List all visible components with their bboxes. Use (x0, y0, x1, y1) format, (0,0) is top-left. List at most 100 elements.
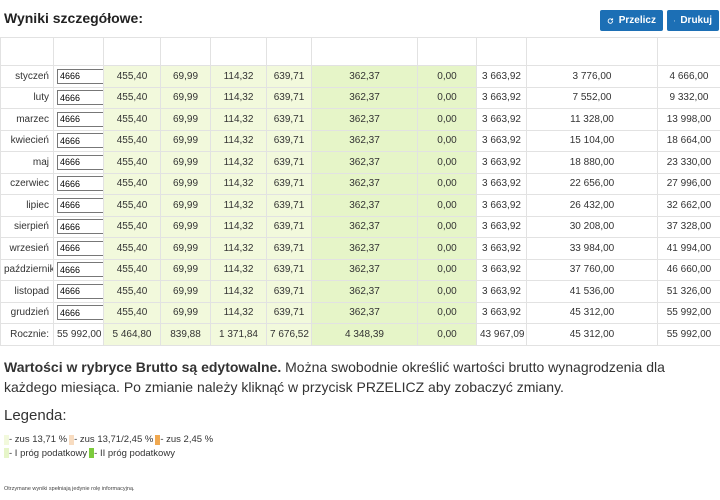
header-row (0, 37, 720, 66)
month-label: marzec (0, 108, 54, 131)
brutto-input[interactable] (57, 90, 103, 106)
cell: 11 328,00 (526, 108, 658, 131)
month-label: maj (0, 151, 54, 174)
total-cell: 43 967,09 (476, 323, 527, 346)
brutto-input[interactable] (57, 197, 103, 213)
cell: 639,71 (266, 194, 312, 217)
cell: 362,37 (311, 194, 418, 217)
cell: 27 996,00 (657, 172, 720, 195)
cell: 32 662,00 (657, 194, 720, 217)
print-button[interactable]: Drukuj (667, 10, 719, 31)
cell: 45 312,00 (526, 301, 658, 324)
total-cell: 5 464,80 (103, 323, 161, 346)
brutto-input[interactable] (57, 305, 103, 321)
legend-item: - zus 13,71 % (4, 434, 67, 445)
cell: 639,71 (266, 151, 312, 174)
cell: 455,40 (103, 215, 161, 238)
legend-label: - I próg podatkowy (9, 447, 88, 459)
month-label: kwiecień (0, 129, 54, 152)
cell: 3 663,92 (476, 215, 527, 238)
cell: 114,32 (210, 129, 267, 152)
cell (53, 258, 104, 281)
header-cell (311, 37, 418, 66)
legend-swatch (155, 434, 161, 445)
cell: 0,00 (417, 301, 477, 324)
month-label: grudzień (0, 301, 54, 324)
header-cell (103, 37, 161, 66)
cell: 455,40 (103, 237, 161, 260)
brutto-input[interactable] (57, 283, 103, 299)
brutto-input[interactable] (57, 68, 103, 84)
total-row: Rocznie: 55 992,00 5 464,80 839,88 1 371,84 7… (0, 323, 720, 346)
table-row: lipiec455,4069,99114,32639,71362,370,003… (0, 194, 720, 217)
info-bold: Wartości w rybryce Brutto są edytowalne. (4, 359, 282, 375)
table-row: czerwiec 455,4069,99114,32639,71362,370,0… (0, 172, 720, 195)
cell: 114,32 (210, 194, 267, 217)
cell: 639,71 (266, 86, 312, 109)
header-cell (526, 37, 658, 66)
brutto-input[interactable] (57, 240, 103, 256)
recalculate-button[interactable]: Przelicz (600, 10, 663, 31)
total-cell: 55 992,00 (53, 323, 104, 346)
cell: 0,00 (417, 129, 477, 152)
cell (53, 65, 104, 88)
cell (53, 280, 104, 303)
cell: 639,71 (266, 280, 312, 303)
brutto-input[interactable] (57, 176, 103, 192)
cell: 114,32 (210, 301, 267, 324)
header-cell (417, 37, 477, 66)
cell: 0,00 (417, 237, 477, 260)
cell: 4 666,00 (657, 65, 720, 88)
cell: 3 663,92 (476, 86, 527, 109)
cell: 114,32 (210, 172, 267, 195)
cell: 114,32 (210, 151, 267, 174)
table-row: sierpień 455,4069,99114,32639,71362,370,0… (0, 215, 720, 238)
cell: 3 663,92 (476, 301, 527, 324)
legend-label: - zus 13,71 % (9, 434, 68, 445)
cell: 639,71 (266, 129, 312, 152)
cell: 455,40 (103, 172, 161, 195)
cell: 455,40 (103, 129, 161, 152)
cell: 362,37 (311, 172, 418, 195)
brutto-input[interactable] (57, 133, 103, 149)
cell: 362,37 (311, 86, 418, 109)
info-text: Wartości w rybryce Brutto są edytowalne.… (4, 357, 704, 397)
table-row: kwiecień 455,4069,99114,32639,71362,370,0… (0, 129, 720, 152)
section-title: Wyniki szczegółowe: (4, 10, 143, 26)
brutto-input[interactable] (57, 219, 103, 235)
cell (53, 108, 104, 131)
button-label: Przelicz (618, 15, 656, 26)
cell: 69,99 (160, 280, 211, 303)
total-cell: 839,88 (160, 323, 211, 346)
cell: 114,32 (210, 65, 267, 88)
info-body: Można swobodnie określić wartości brutto… (4, 359, 665, 395)
cell: 3 663,92 (476, 129, 527, 152)
brutto-input[interactable] (57, 262, 103, 278)
month-label: czerwiec (0, 172, 54, 195)
cell (53, 172, 104, 195)
header-cell (53, 37, 104, 66)
cell: 33 984,00 (526, 237, 658, 260)
cell: 114,32 (210, 86, 267, 109)
total-cell: 45 312,00 (526, 323, 658, 346)
brutto-input[interactable] (57, 111, 103, 127)
cell: 0,00 (417, 258, 477, 281)
cell: 3 663,92 (476, 151, 527, 174)
cell: 55 992,00 (657, 301, 720, 324)
brutto-input[interactable] (57, 154, 103, 170)
legend-item: - II próg podatkowy (89, 448, 175, 459)
cell (53, 86, 104, 109)
cell: 3 663,92 (476, 237, 527, 260)
button-label: Drukuj (680, 15, 712, 26)
cell: 69,99 (160, 151, 211, 174)
cell: 0,00 (417, 65, 477, 88)
legend-title: Legenda: (4, 407, 67, 424)
cell: 0,00 (417, 86, 477, 109)
cell (53, 301, 104, 324)
cell: 639,71 (266, 172, 312, 195)
table-row: październik 455,4069,99114,32639,71362,37… (0, 258, 720, 281)
cell: 0,00 (417, 194, 477, 217)
cell: 362,37 (311, 258, 418, 281)
cell: 37 328,00 (657, 215, 720, 238)
